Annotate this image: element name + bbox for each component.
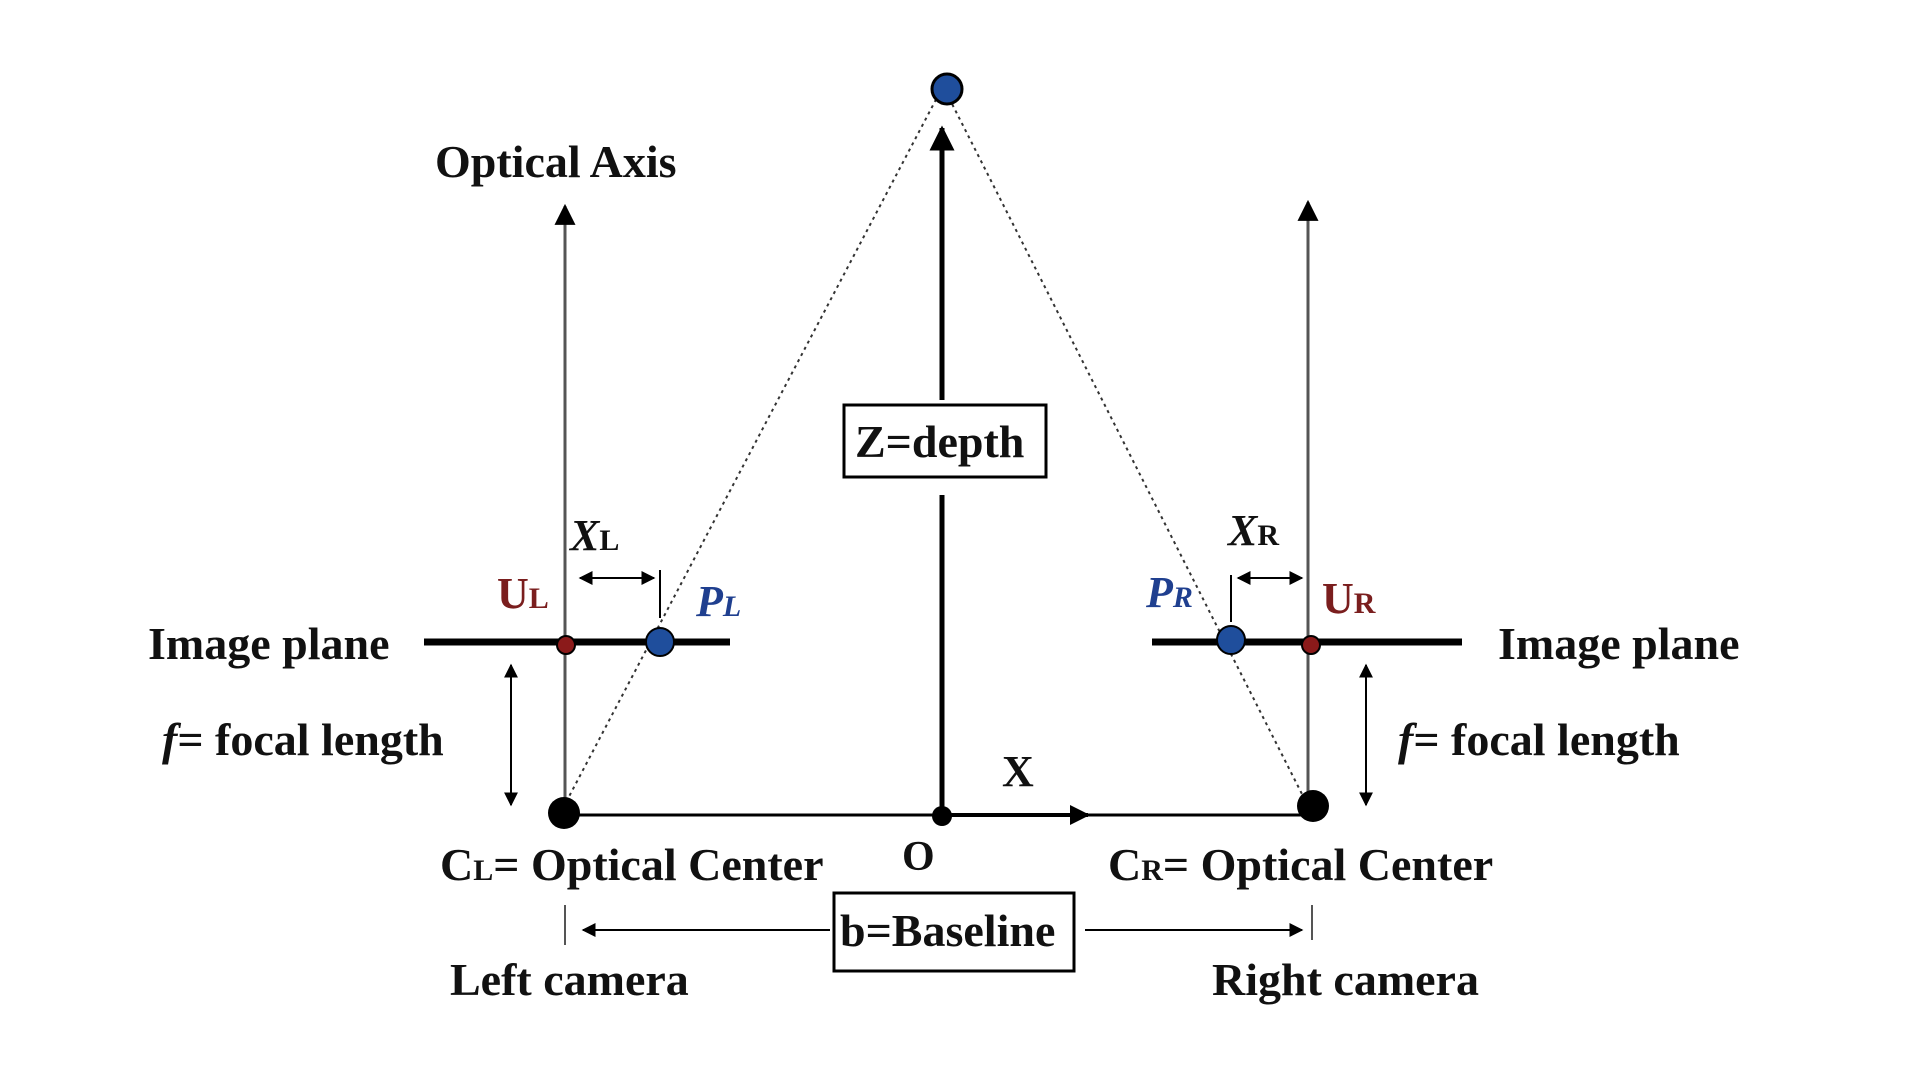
origin-label: O [902,834,935,880]
pl-point [645,627,675,657]
z-depth-box [842,403,1048,479]
pl-label: PL [695,577,741,626]
ul-point [556,635,576,655]
xl-label: XL [568,511,619,560]
left-optical-center-point [548,797,580,829]
pr-label: PR [1145,568,1193,617]
origin-point [932,806,952,826]
left-projection-line [562,89,942,809]
pr-point [1216,625,1246,655]
baseline-label: b=Baseline [840,905,1055,956]
image-plane-right-label: Image plane [1498,618,1740,669]
x-axis-label: X [1002,747,1034,796]
right-optical-center-point [1297,790,1329,822]
cl-optical-center-label: CL= Optical Center [440,839,824,890]
focal-length-left-label: f= focal length [162,714,444,765]
focal-length-right-label: f= focal length [1398,714,1680,765]
ur-point [1301,635,1321,655]
image-plane-left-label: Image plane [148,618,390,669]
ul-label: UL [497,569,549,618]
cr-optical-center-label: CR= Optical Center [1108,839,1493,890]
left-camera-label: Left camera [450,954,689,1005]
optical-axis-label: Optical Axis [435,136,677,187]
ur-label: UR [1322,574,1376,623]
z-depth-label: Z=depth [855,416,1024,467]
right-camera-label: Right camera [1212,954,1479,1005]
xr-label: XR [1226,506,1279,555]
baseline-box [832,891,1076,973]
scene-point [930,72,964,106]
